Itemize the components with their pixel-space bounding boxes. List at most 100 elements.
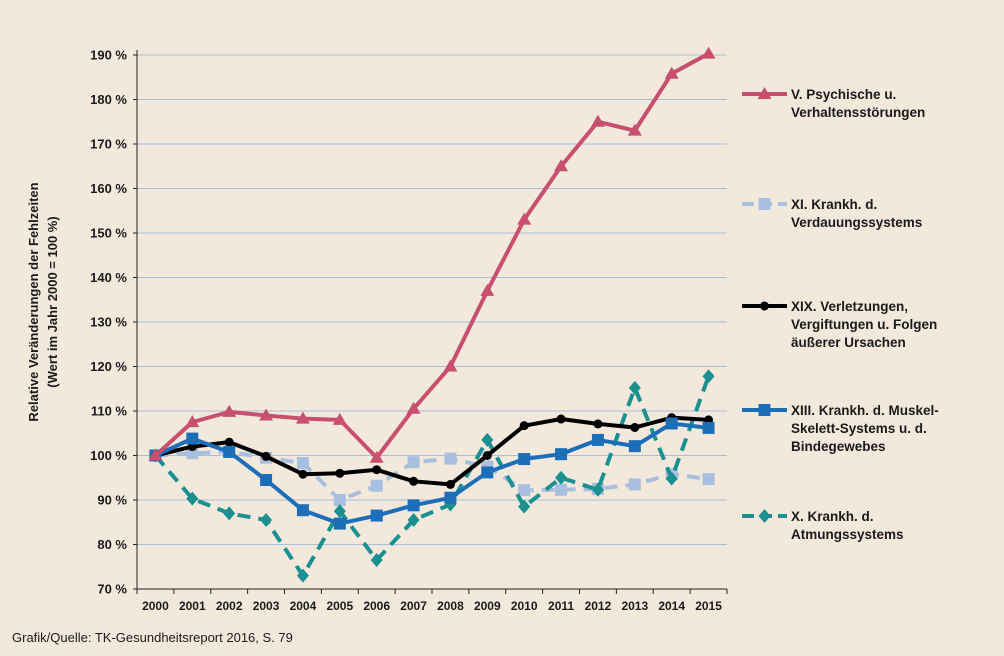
legend-swatch-marker <box>757 87 772 99</box>
data-point <box>628 478 641 491</box>
data-point <box>296 504 309 517</box>
legend-label: V. Psychische u. <box>791 87 896 102</box>
data-point <box>445 479 455 489</box>
series-line <box>154 421 709 526</box>
x-tick-label: 2015 <box>695 599 722 613</box>
y-tick-label: 100 % <box>90 448 127 463</box>
legend-label: XI. Krankh. d. <box>791 197 877 212</box>
data-point <box>518 499 531 514</box>
data-point <box>370 553 383 568</box>
data-point <box>591 482 604 497</box>
data-point <box>332 412 347 425</box>
data-point <box>630 422 640 432</box>
x-tick-label: 2001 <box>179 599 206 613</box>
data-point <box>223 445 236 458</box>
data-point <box>628 440 641 453</box>
data-point <box>593 419 603 429</box>
data-point <box>444 491 457 504</box>
y-tick-label: 110 % <box>91 404 128 419</box>
legend: V. Psychische u. Verhaltensstörungen XI. K… <box>742 87 939 542</box>
x-tick-label: 2011 <box>548 599 574 613</box>
x-tick-label: 2005 <box>326 599 353 613</box>
data-point <box>261 451 271 461</box>
data-point <box>702 421 715 434</box>
data-point <box>333 517 346 530</box>
legend-item-3: XIX. Verletzungen, Vergiftungen u. Folgen… <box>742 299 937 350</box>
data-point <box>407 499 420 512</box>
data-point <box>481 432 494 447</box>
legend-label: Verdauungssystems <box>791 215 922 230</box>
x-tick-label: 2000 <box>142 599 169 613</box>
data-point <box>517 212 532 225</box>
series-line <box>153 375 711 578</box>
series-3 <box>150 413 714 489</box>
data-point <box>298 469 308 479</box>
x-tick-label: 2013 <box>621 599 648 613</box>
legend-item-2: XI. Krankh. d. Verdauungssystems <box>742 197 922 230</box>
data-point <box>335 468 345 478</box>
x-tick-label: 2003 <box>253 599 280 613</box>
legend-label: Bindegewebes <box>791 439 886 454</box>
data-point <box>186 491 199 506</box>
legend-label: Verhaltensstörungen <box>791 105 925 120</box>
data-point <box>627 123 642 136</box>
legend-item-4: XIII. Krankh. d. Muskel- Skelett-Systems … <box>742 403 939 454</box>
data-point <box>702 473 715 486</box>
series-4 <box>149 417 715 530</box>
data-point <box>369 450 384 463</box>
data-point <box>443 359 458 372</box>
y-axis-label-line: (Wert im Jahr 2000 = 100 %) <box>45 216 60 387</box>
data-point <box>259 408 274 421</box>
data-point <box>224 437 234 447</box>
legend-label: Skelett-Systems u. d. <box>791 421 927 436</box>
data-point <box>407 513 420 528</box>
data-point <box>407 456 420 469</box>
legend-label: Vergiftungen u. Folgen <box>791 317 937 332</box>
y-tick-label: 80 % <box>97 537 127 552</box>
data-point <box>519 421 529 431</box>
legend-item-1: V. Psychische u. Verhaltensstörungen <box>742 87 925 120</box>
data-point <box>591 433 604 446</box>
x-tick-labels: 2000 2001 2002 2003 2004 2005 2006 2007 2008 2009… <box>142 599 722 613</box>
data-point <box>186 432 199 445</box>
data-point <box>406 401 421 414</box>
data-point <box>222 404 237 417</box>
data-point <box>148 448 163 461</box>
legend-swatch-marker <box>758 404 771 416</box>
x-tick-label: 2004 <box>290 599 317 613</box>
y-tick-label: 170 % <box>90 137 127 152</box>
data-point <box>518 453 531 466</box>
series-line <box>154 415 709 487</box>
x-tick-label: 2006 <box>363 599 390 613</box>
x-tick-label: 2002 <box>216 599 243 613</box>
legend-label: X. Krankh. d. <box>791 509 874 524</box>
data-point <box>555 483 568 496</box>
legend-label: XIII. Krankh. d. Muskel- <box>791 403 939 418</box>
data-point <box>665 471 678 486</box>
y-tick-labels: 70 % 80 % 90 % 100 % 110 % 120 % 130 % 140 % 150… <box>90 48 127 597</box>
data-point <box>185 415 200 428</box>
data-point <box>664 66 679 79</box>
data-point <box>370 479 383 492</box>
data-point <box>702 369 715 384</box>
data-point <box>409 476 419 486</box>
y-tick-label: 150 % <box>90 226 127 241</box>
data-point <box>296 568 309 583</box>
data-point <box>295 411 310 424</box>
data-point <box>333 504 346 519</box>
data-point <box>701 46 716 59</box>
y-tick-label: 70 % <box>97 582 127 597</box>
x-tick-label: 2008 <box>437 599 464 613</box>
data-point <box>482 451 492 460</box>
legend-swatch-marker <box>758 198 771 210</box>
legend-label: XIX. Verletzungen, <box>791 299 908 314</box>
y-tick-label: 140 % <box>90 270 127 285</box>
axes <box>133 50 728 594</box>
data-point <box>370 509 383 522</box>
data-point <box>296 457 309 470</box>
data-point <box>555 448 568 461</box>
legend-swatch-marker <box>760 301 769 311</box>
data-point <box>333 494 346 506</box>
y-tick-label: 160 % <box>90 181 127 196</box>
